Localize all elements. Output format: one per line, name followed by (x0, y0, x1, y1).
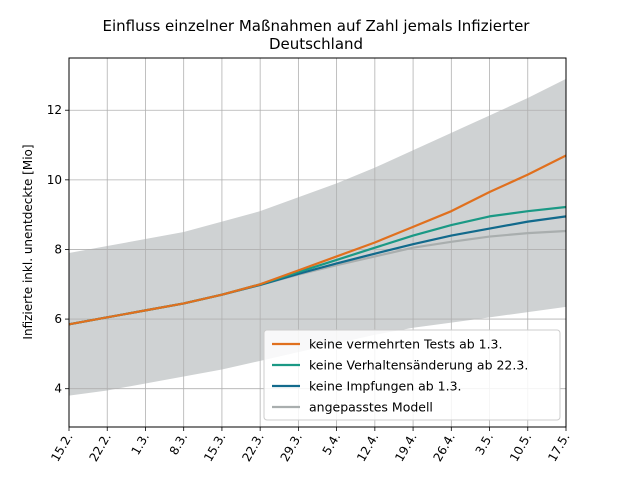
confidence-band (69, 78, 566, 396)
y-ticks: 4 6 8 10 12 (47, 103, 69, 396)
y-tick-label: 8 (54, 242, 62, 256)
series-line (68, 154, 567, 326)
y-axis-label: Infizierte inkl. unentdeckte [Mio] (21, 144, 35, 339)
x-tick-label: 12.4. (354, 431, 381, 464)
x-tick-label: 3.5. (473, 431, 497, 458)
y-tick-label: 10 (47, 173, 62, 187)
legend-label: keine Verhaltensänderung ab 22.3. (309, 358, 528, 373)
x-tick-label: 15.2. (48, 431, 75, 464)
legend: keine vermehrten Tests ab 1.3. keine Verh… (263, 329, 561, 421)
x-tick-label: 17.5. (545, 431, 572, 464)
chart-subtitle: Deutschland (269, 35, 363, 53)
x-tick-label: 22.2. (86, 431, 113, 464)
x-ticks: 15.2. 22.2. 1.3. 8.3. 15.3. 22.3. 29.3. 5.4. 12.… (48, 427, 573, 464)
x-tick-label: 10.5. (507, 431, 534, 464)
x-tick-label: 8.3. (167, 431, 191, 458)
chart-title: Einfluss einzelner Maßnahmen auf Zahl je… (103, 17, 531, 35)
x-tick-label: 1.3. (128, 431, 152, 458)
legend-label: keine Impfungen ab 1.3. (309, 379, 462, 394)
plot-frame (68, 57, 567, 428)
x-tick-label: 29.3. (278, 431, 305, 464)
x-tick-label: 19.4. (392, 431, 419, 464)
confidence-band-layer (69, 78, 566, 396)
legend-label: angepasstes Modell (309, 400, 433, 415)
x-tick-label: 15.3. (201, 431, 228, 464)
legend-label: keine vermehrten Tests ab 1.3. (309, 337, 503, 352)
x-tick-label: 22.3. (239, 431, 266, 464)
y-tick-label: 6 (54, 312, 62, 326)
legend-box (263, 329, 561, 421)
x-tick-label: 26.4. (431, 431, 458, 464)
x-tick-label: 5.4. (320, 431, 344, 458)
series-layer (68, 154, 567, 326)
y-tick-label: 4 (54, 382, 62, 396)
y-tick-label: 12 (47, 103, 62, 117)
